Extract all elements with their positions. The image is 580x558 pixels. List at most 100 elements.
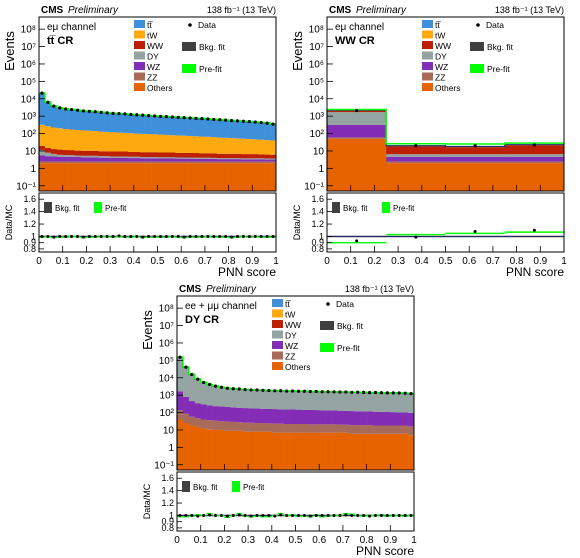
legend-swatch [134, 30, 145, 39]
bar-others [307, 432, 314, 470]
data-point [373, 390, 378, 395]
y-tick-label: 10⁸ [159, 304, 174, 315]
ratio-point [225, 514, 229, 518]
bar-others [277, 432, 284, 470]
bar-others [270, 163, 277, 191]
x-tick-label: 0.8 [360, 535, 374, 546]
bar-tt [252, 122, 259, 140]
bar-others [240, 163, 247, 191]
bar-ww [181, 152, 188, 158]
bar-zz [295, 424, 302, 433]
bar-tt [169, 117, 176, 136]
legend-label: Others [285, 362, 311, 372]
bar-zz [283, 424, 290, 433]
legend-bkgfit-label: Bkg. fit [487, 42, 514, 52]
bar-dy [56, 154, 63, 157]
bar-others [222, 163, 229, 191]
data-point [158, 114, 163, 118]
bar-dy [44, 152, 52, 157]
bar-wz [354, 411, 361, 426]
bar-dy [200, 382, 207, 405]
ratio-legend-bkgfit-label: Bkg. fit [343, 204, 368, 213]
bar-ww [121, 151, 129, 157]
ratio-point [135, 234, 139, 238]
bar-ww [50, 149, 58, 154]
bar-tw [127, 133, 135, 153]
bar-others [445, 163, 506, 191]
bar-tw [240, 138, 247, 155]
bar-dy [116, 156, 123, 158]
data-point [473, 144, 477, 148]
x-tick-label: 0.5 [439, 256, 453, 267]
bar-ww [44, 147, 52, 153]
legend-swatch [134, 20, 145, 28]
bar-wz [336, 410, 344, 425]
bar-others [265, 431, 273, 470]
data-point [176, 115, 180, 119]
bar-dy [408, 393, 415, 413]
bar-wz [206, 405, 213, 421]
bar-dy [378, 393, 385, 412]
bar-zz [151, 161, 158, 164]
bar-zz [74, 161, 81, 164]
ratio-point [224, 234, 228, 238]
bar-dy [145, 156, 152, 159]
data-point [123, 112, 127, 116]
data-point [320, 390, 324, 394]
ratio-tick-label: 1.2 [311, 219, 324, 229]
bar-dy [198, 157, 206, 159]
bar-wz [384, 411, 391, 426]
ratio-point [265, 234, 269, 238]
legend-label: WZ [285, 341, 298, 351]
bar-tw [139, 133, 146, 153]
bar-others [234, 163, 241, 191]
bar-wz [307, 409, 314, 425]
ratio-point [385, 513, 389, 517]
bar-others [271, 432, 279, 470]
ratio-point [212, 234, 216, 238]
bar-zz [177, 410, 184, 420]
bar-ww [92, 150, 99, 156]
ratio-point [241, 234, 245, 238]
bar-tw [193, 136, 200, 154]
y-tick-label: 1 [168, 443, 174, 454]
cms-label: CMS [179, 284, 202, 295]
data-point [385, 391, 389, 395]
ratio-point [362, 513, 366, 517]
ratio-point [153, 234, 157, 238]
bar-ww [204, 153, 212, 158]
bar-dy [342, 392, 350, 411]
bar-dy [270, 158, 277, 160]
bar-others [39, 163, 46, 191]
bar-tt [39, 93, 46, 125]
bar-zz [504, 161, 565, 164]
bar-zz [56, 161, 63, 164]
y-tick-label: 10⁴ [21, 94, 36, 105]
bar-others [133, 163, 141, 191]
bar-wz [445, 156, 506, 162]
bar-zz [319, 424, 326, 433]
ratio-point [243, 513, 247, 517]
legend-prefit-label: Pre-fit [199, 64, 222, 74]
bar-dy [80, 155, 87, 158]
bar-ww [234, 153, 241, 159]
legend-data-marker [476, 23, 480, 27]
bar-zz [408, 426, 415, 436]
bar-wz [86, 157, 93, 162]
bar-tt [163, 116, 170, 135]
bar-dy [283, 391, 290, 410]
legend-swatch [422, 62, 433, 70]
bar-dy [175, 157, 182, 159]
data-point [350, 390, 354, 394]
bar-dy [240, 158, 247, 160]
legend-swatch [422, 51, 433, 60]
bar-others [193, 163, 200, 191]
bar-zz [210, 161, 218, 164]
bar-wz [222, 159, 229, 162]
ratio-point [208, 513, 212, 517]
ratio-point [230, 235, 234, 239]
bar-dy [218, 387, 225, 407]
bar-others [396, 433, 403, 470]
bar-others [80, 163, 87, 191]
